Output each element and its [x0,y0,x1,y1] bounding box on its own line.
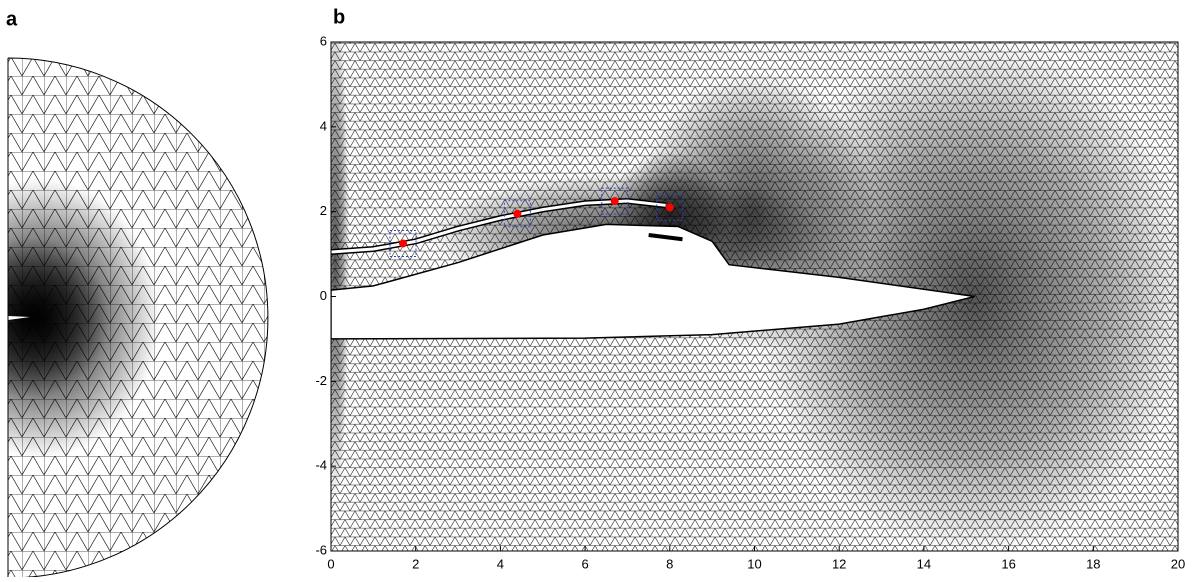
point [513,209,522,218]
y-tick-label: 0 [320,288,327,303]
mesh-a [8,58,268,578]
x-tick-label: 2 [412,556,419,571]
y-tick-label: 2 [320,203,327,218]
probe-box [656,193,684,221]
y-tick-label: 6 [320,33,327,48]
x-tick-label: 14 [917,556,931,571]
probe-box [503,200,531,228]
panel-label: a [6,8,18,30]
point [610,197,619,206]
point [398,239,407,248]
x-tick-label: 6 [581,556,588,571]
x-tick-label: 4 [497,556,504,571]
flap [648,233,683,242]
x-tick-label: 8 [666,556,673,571]
x-tick-label: 18 [1086,556,1100,571]
panel-label: b [333,6,345,28]
x-tick-label: 12 [832,556,846,571]
y-tick-label: -4 [315,458,327,473]
y-tick-label: -2 [315,373,327,388]
x-tick-label: 20 [1171,556,1185,571]
mesh-b [331,42,1178,551]
probe-box [389,229,417,257]
x-tick-label: 10 [747,556,761,571]
x-tick-label: 16 [1001,556,1015,571]
body [331,223,975,340]
probe-box [601,187,629,215]
x-tick-label: 0 [327,556,334,571]
y-tick-label: -6 [315,542,327,557]
y-tick-label: 4 [320,118,327,133]
point [665,203,674,212]
domain-outline [7,57,269,579]
mesh-density [331,42,350,505]
